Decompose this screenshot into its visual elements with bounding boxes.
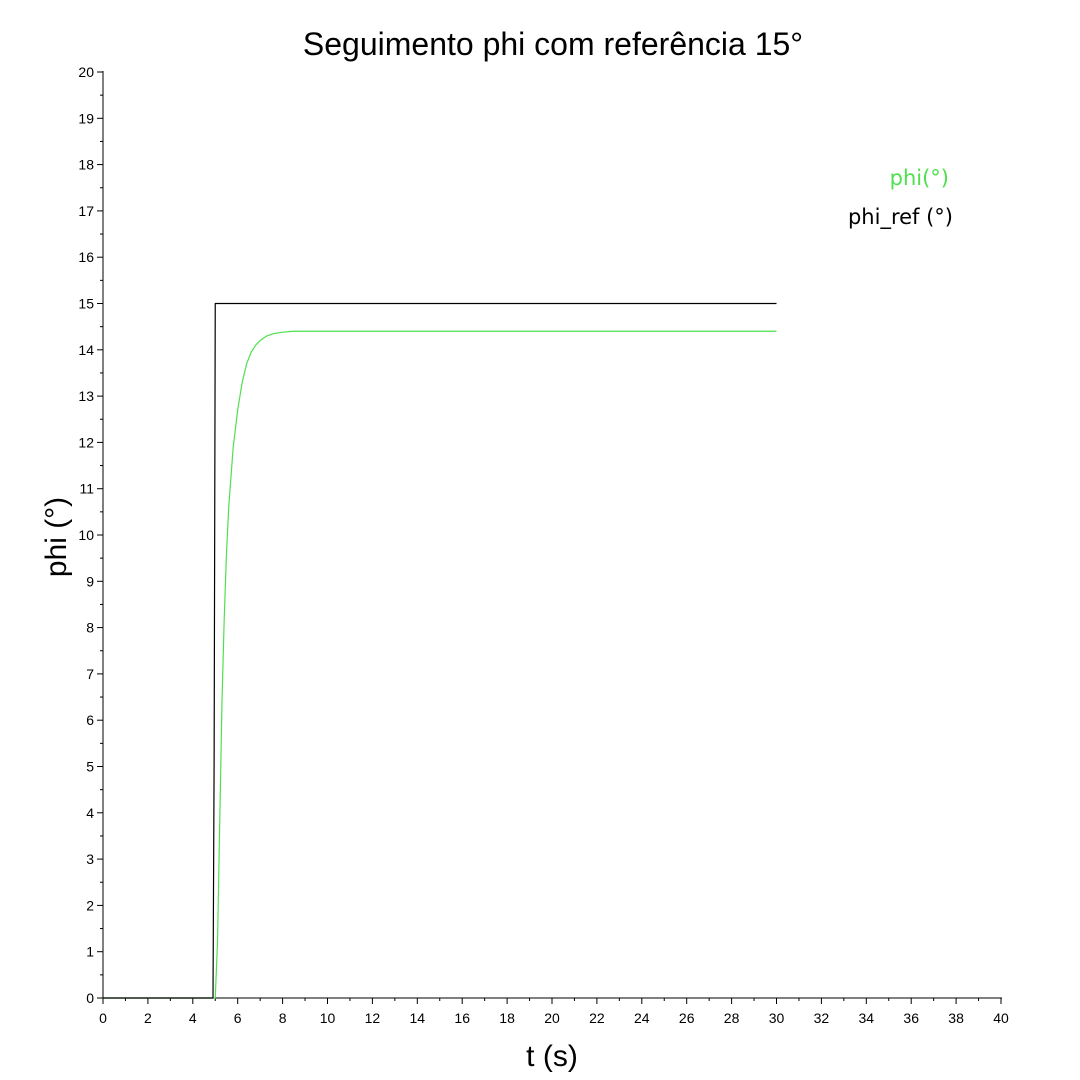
y-tick-label: 20 <box>78 64 94 80</box>
y-tick-label: 8 <box>86 620 94 636</box>
x-tick-label: 6 <box>234 1010 242 1026</box>
y-tick-label: 13 <box>78 388 94 404</box>
series-line-phi-ref <box>103 302 777 999</box>
x-tick-label: 16 <box>454 1010 470 1026</box>
x-tick-label: 36 <box>903 1010 919 1026</box>
x-tick-label: 30 <box>769 1010 785 1026</box>
x-tick-label: 40 <box>993 1010 1009 1026</box>
x-tick-label: 20 <box>544 1010 560 1026</box>
y-tick-label: 15 <box>78 296 94 312</box>
x-tick-label: 32 <box>814 1010 830 1026</box>
y-tick-label: 10 <box>78 527 94 543</box>
y-tick-label: 16 <box>78 249 94 265</box>
y-tick-label: 4 <box>86 805 94 821</box>
x-tick-label: 8 <box>279 1010 287 1026</box>
x-tick-label: 26 <box>679 1010 695 1026</box>
series-line-phi <box>103 330 777 999</box>
legend: phi(°) phi_ref (°) <box>848 166 953 230</box>
y-tick-label: 14 <box>78 342 94 358</box>
x-tick-label: 22 <box>589 1010 605 1026</box>
x-tick-label: 28 <box>724 1010 740 1026</box>
x-tick-label: 12 <box>365 1010 381 1026</box>
legend-entry: phi(°) <box>890 166 949 190</box>
y-tick-label: 5 <box>86 759 94 775</box>
y-tick-label: 19 <box>78 110 94 126</box>
x-tick-label: 38 <box>948 1010 964 1026</box>
y-tick-label: 12 <box>78 434 94 450</box>
y-tick-label: 7 <box>86 666 94 682</box>
y-tick-label: 6 <box>86 712 94 728</box>
x-axis-title: t (s) <box>526 1040 578 1073</box>
y-tick-label: 3 <box>86 851 94 867</box>
x-tick-label: 10 <box>320 1010 336 1026</box>
x-tick-label: 14 <box>410 1010 426 1026</box>
y-tick-label: 0 <box>86 990 94 1006</box>
x-tick-label: 34 <box>859 1010 875 1026</box>
y-tick-label: 2 <box>86 897 94 913</box>
y-tick-label: 18 <box>78 157 94 173</box>
y-axis-title: phi (°) <box>40 497 73 577</box>
y-tick-label: 1 <box>86 944 94 960</box>
series-layer <box>103 302 777 999</box>
x-tick-label: 0 <box>99 1010 107 1026</box>
y-tick-label: 9 <box>86 573 94 589</box>
legend-entry: phi_ref (°) <box>848 205 953 230</box>
x-tick-label: 18 <box>499 1010 515 1026</box>
x-tick-label: 4 <box>189 1010 197 1026</box>
y-tick-label: 17 <box>78 203 94 219</box>
y-tick-label: 11 <box>79 481 94 497</box>
axes: 0 2 4 6 8 10 12 14 16 18 20 22 24 26 28 30 32 34 36 38 40012… <box>78 64 1009 1026</box>
chart-title: Seguimento phi com referência 15° <box>303 26 803 62</box>
x-tick-label: 2 <box>144 1010 152 1026</box>
x-tick-label: 24 <box>634 1010 650 1026</box>
